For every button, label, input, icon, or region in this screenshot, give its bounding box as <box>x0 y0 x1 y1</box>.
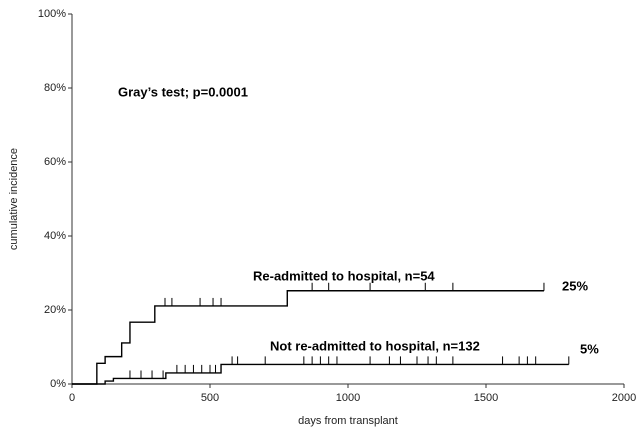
y-tick-label: 100% <box>38 8 66 20</box>
x-tick-label: 1500 <box>474 392 498 404</box>
series-label: Not re-admitted to hospital, n=132 <box>270 338 480 353</box>
y-tick-label: 60% <box>44 156 66 168</box>
x-tick-label: 2000 <box>612 392 636 404</box>
x-tick-label: 500 <box>201 392 219 404</box>
x-tick-label: 0 <box>69 392 75 404</box>
step-line <box>72 290 544 385</box>
step-line <box>72 363 569 385</box>
end-label: 5% <box>580 341 599 356</box>
end-label: 25% <box>562 278 588 293</box>
x-tick-label: 1000 <box>336 392 360 404</box>
y-tick-label: 0% <box>50 378 66 390</box>
annotation: Gray’s test; p=0.0001 <box>118 84 248 99</box>
x-axis-label: days from transplant <box>298 415 398 427</box>
y-tick-label: 20% <box>44 304 66 316</box>
y-axis-label: cumulative incidence <box>8 148 20 250</box>
series-label: Re-admitted to hospital, n=54 <box>253 268 435 283</box>
y-tick-label: 40% <box>44 230 66 242</box>
y-tick-label: 80% <box>44 82 66 94</box>
